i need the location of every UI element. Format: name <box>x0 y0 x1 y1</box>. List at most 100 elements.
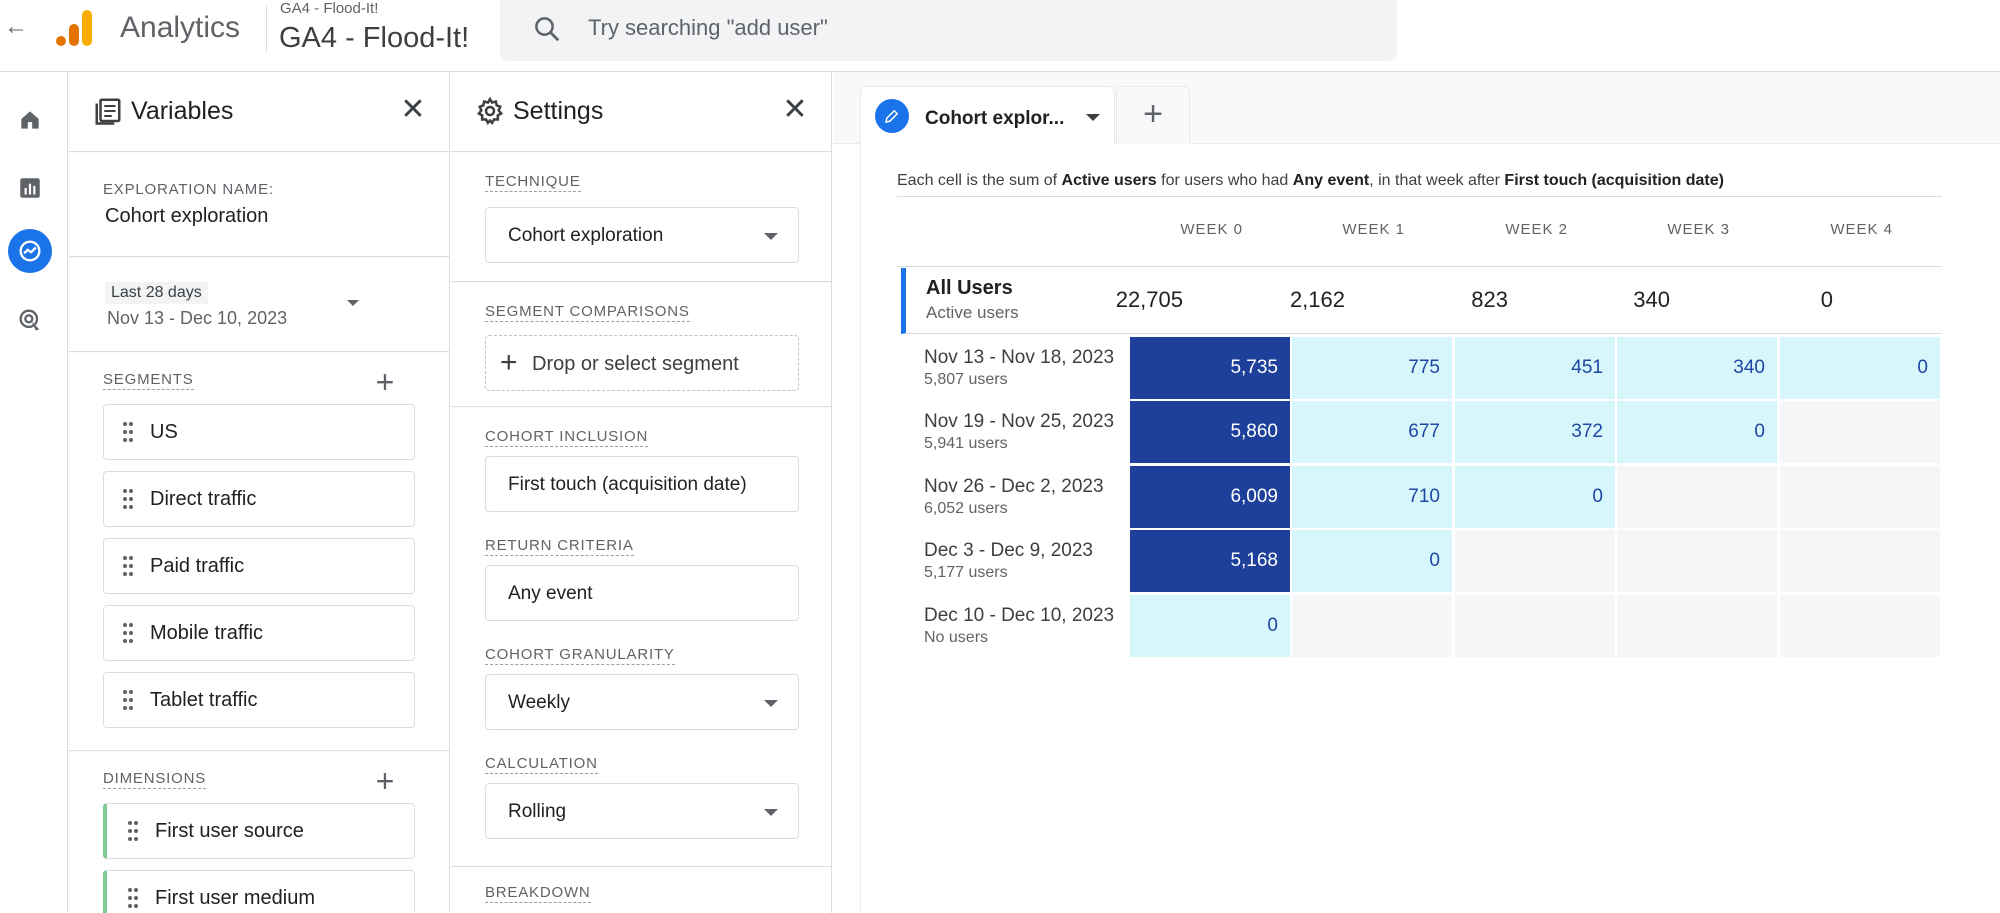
divider <box>451 866 831 867</box>
close-icon[interactable]: ✕ <box>782 93 808 126</box>
cohort-cell[interactable]: 340 <box>1617 337 1777 399</box>
cohort-users: 5,177 users <box>924 564 1008 581</box>
explore-icon[interactable] <box>8 229 52 273</box>
variables-title: Variables <box>131 97 234 125</box>
empty-cell <box>1780 401 1940 463</box>
dimension-chip[interactable]: First user medium <box>103 870 415 913</box>
return-criteria-field[interactable]: Any event <box>485 565 799 621</box>
cohort-granularity-select[interactable]: Weekly <box>485 674 799 730</box>
date-range-section[interactable]: Last 28 days Nov 13 - Dec 10, 2023 <box>69 258 449 352</box>
drag-handle-icon[interactable] <box>127 887 139 909</box>
technique-section: TECHNIQUE Cohort exploration <box>451 153 831 282</box>
exploration-canvas: Cohort explor... + Each cell is the sum … <box>833 72 2000 913</box>
cohort-row-label[interactable]: Dec 3 - Dec 9, 2023 5,177 users <box>924 539 1093 583</box>
total-value: 2,162 <box>1289 287 1345 312</box>
drag-handle-icon[interactable] <box>127 820 139 842</box>
cohort-row-label[interactable]: Nov 13 - Nov 18, 2023 5,807 users <box>924 346 1114 390</box>
gear-icon <box>477 96 503 126</box>
segment-chip[interactable]: Direct traffic <box>103 471 415 527</box>
tab-cohort-exploration[interactable]: Cohort explor... <box>860 86 1115 144</box>
week-header: WEEK 3 <box>1667 221 1730 238</box>
drag-handle-icon[interactable] <box>122 622 134 644</box>
cohort-cell[interactable]: 710 <box>1292 466 1452 528</box>
divider <box>860 144 861 913</box>
analytics-logo-icon <box>56 10 92 46</box>
search-icon <box>535 17 560 42</box>
cohort-cell[interactable]: 0 <box>1617 401 1777 463</box>
cohort-users: 5,807 users <box>924 371 1008 388</box>
add-dimension-icon[interactable]: + <box>375 763 395 799</box>
search-bar[interactable]: Try searching "add user" <box>500 0 1397 61</box>
exploration-name-value[interactable]: Cohort exploration <box>105 205 269 227</box>
empty-cell <box>1617 595 1777 657</box>
divider <box>266 6 267 52</box>
drop-segment-target[interactable]: + Drop or select segment <box>485 335 799 391</box>
cohort-row-label[interactable]: Dec 10 - Dec 10, 2023 No users <box>924 604 1114 648</box>
dimensions-section: DIMENSIONS + First user source First use… <box>69 752 449 913</box>
cohort-description: Each cell is the sum of Active users for… <box>897 170 1724 192</box>
cohort-range: Nov 13 - Nov 18, 2023 <box>924 347 1115 368</box>
return-criteria-label: RETURN CRITERIA <box>485 537 634 556</box>
cohort-inclusion-field[interactable]: First touch (acquisition date) <box>485 456 799 512</box>
calculation-label: CALCULATION <box>485 755 598 774</box>
variables-header: Variables ✕ <box>69 72 449 152</box>
cohort-cell[interactable]: 372 <box>1455 401 1615 463</box>
return-criteria-value: Any event <box>508 583 593 604</box>
plus-icon: + <box>500 346 518 379</box>
chevron-down-icon[interactable] <box>1086 114 1100 121</box>
cohort-cell[interactable]: 0 <box>1292 530 1452 592</box>
technique-value: Cohort exploration <box>508 225 664 246</box>
cohort-row-label[interactable]: Nov 26 - Dec 2, 2023 6,052 users <box>924 475 1104 519</box>
all-users-metric: Active users <box>926 303 1019 322</box>
cohort-cell[interactable]: 6,009 <box>1130 466 1290 528</box>
week-header: WEEK 1 <box>1342 221 1405 238</box>
search-input[interactable]: Try searching "add user" <box>588 15 828 40</box>
property-name[interactable]: GA4 - Flood-It! <box>279 22 470 54</box>
cohort-cell[interactable]: 677 <box>1292 401 1452 463</box>
segment-label: Mobile traffic <box>150 622 264 644</box>
calculation-select[interactable]: Rolling <box>485 783 799 839</box>
cohort-cell[interactable]: 0 <box>1455 466 1615 528</box>
segment-label: US <box>150 421 178 443</box>
drop-segment-label: Drop or select segment <box>532 353 739 375</box>
drag-handle-icon[interactable] <box>122 488 134 510</box>
drag-handle-icon[interactable] <box>122 555 134 577</box>
variables-panel: Variables ✕ EXPLORATION NAME: Cohort exp… <box>69 72 450 913</box>
drag-handle-icon[interactable] <box>122 689 134 711</box>
cohort-cell[interactable]: 0 <box>1130 595 1290 657</box>
cohort-cell[interactable]: 5,168 <box>1130 530 1290 592</box>
reports-icon[interactable] <box>8 166 52 210</box>
cohort-cell[interactable]: 0 <box>1780 337 1940 399</box>
cohort-cell[interactable]: 5,735 <box>1130 337 1290 399</box>
segment-chip[interactable]: Paid traffic <box>103 538 415 594</box>
home-icon[interactable] <box>8 98 52 142</box>
desc-text: , in that week after <box>1369 172 1505 189</box>
all-users-row[interactable]: All Users Active users 22,705 2,162 823 … <box>901 268 1942 334</box>
account-name[interactable]: GA4 - Flood-It! <box>280 0 379 17</box>
cohort-cell[interactable]: 451 <box>1455 337 1615 399</box>
dimension-chip[interactable]: First user source <box>103 803 415 859</box>
cohort-cell[interactable]: 5,860 <box>1130 401 1290 463</box>
chevron-down-icon[interactable] <box>347 300 359 306</box>
add-segment-icon[interactable]: + <box>375 364 395 400</box>
segment-chip[interactable]: US <box>103 404 415 460</box>
date-preset-chip: Last 28 days <box>105 282 208 304</box>
advertising-icon[interactable] <box>8 298 52 342</box>
drag-handle-icon[interactable] <box>122 421 134 443</box>
close-icon[interactable]: ✕ <box>400 93 426 126</box>
arrow-left-icon[interactable]: ← <box>4 13 28 40</box>
total-value: 0 <box>1820 287 1833 312</box>
segments-section: SEGMENTS + US Direct traffic Paid traffi… <box>69 353 449 751</box>
breakdown-label: BREAKDOWN <box>485 884 591 903</box>
pencil-icon[interactable] <box>875 99 909 133</box>
empty-cell <box>1780 530 1940 592</box>
top-bar: ← Analytics GA4 - Flood-It! GA4 - Flood-… <box>0 0 2000 72</box>
segment-chip[interactable]: Tablet traffic <box>103 672 415 728</box>
cohort-cell[interactable]: 775 <box>1292 337 1452 399</box>
total-value: 340 <box>1633 287 1670 312</box>
technique-select[interactable]: Cohort exploration <box>485 207 799 263</box>
segment-chip[interactable]: Mobile traffic <box>103 605 415 661</box>
cohort-row-label[interactable]: Nov 19 - Nov 25, 2023 5,941 users <box>924 410 1114 454</box>
app-title: Analytics <box>120 11 241 44</box>
add-tab-icon[interactable]: + <box>1116 86 1190 144</box>
